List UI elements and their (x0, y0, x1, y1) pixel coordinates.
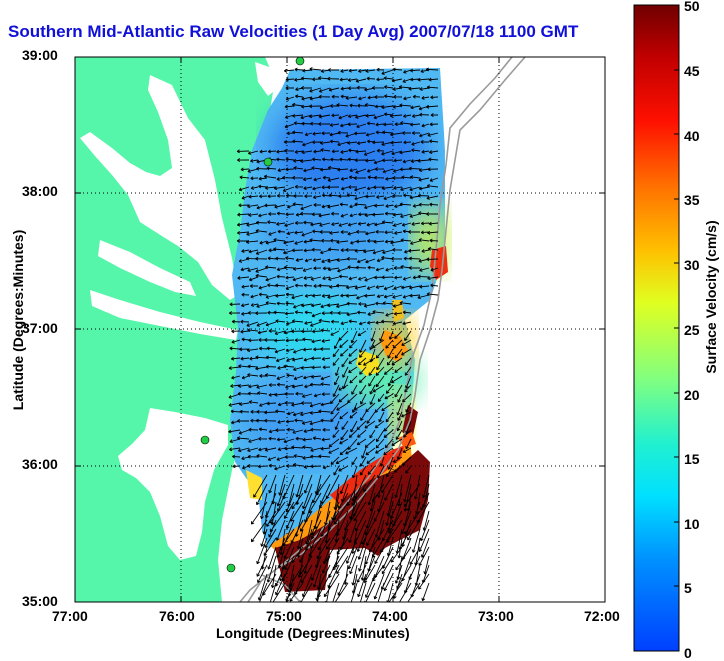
station-marker (200, 435, 210, 445)
bay-inlet (90, 290, 238, 340)
colorbar-tick: 25 (684, 322, 700, 338)
x-axis-label: Longitude (Degrees:Minutes) (216, 625, 410, 641)
colorbar-tick: 20 (684, 387, 700, 403)
x-tick-label: 77:00 (52, 608, 88, 624)
gridlines (75, 57, 605, 602)
radar-stations (200, 57, 305, 573)
chesapeake-bay (80, 75, 238, 300)
x-tick-label: 73:00 (478, 608, 514, 624)
colorbar-tick: 45 (684, 63, 700, 79)
station-marker (226, 563, 236, 573)
colorbar-tick: 40 (684, 128, 700, 144)
y-tick-label: 36:00 (22, 456, 58, 472)
colorbar-tick: 30 (684, 257, 700, 273)
colorbar-ticks (674, 69, 679, 587)
colorbar-tick: 5 (684, 580, 692, 596)
colorbar-tick: 50 (684, 0, 700, 14)
current-vectors (228, 67, 439, 602)
colorbar-tick: 10 (684, 516, 700, 532)
colorbar-tick: 35 (684, 192, 700, 208)
station-marker (263, 157, 273, 167)
x-tick-label: 74:00 (372, 608, 408, 624)
station-marker (295, 57, 305, 66)
y-tick-label: 35:00 (22, 593, 58, 609)
y-tick-label: 39:00 (22, 47, 58, 63)
bay-inlet (98, 240, 196, 296)
bathymetry-contours (239, 57, 526, 602)
y-tick-label: 38:00 (22, 183, 58, 199)
x-tick-label: 76:00 (159, 608, 195, 624)
x-tick-label: 72:00 (584, 608, 620, 624)
sound-water (118, 408, 228, 560)
y-tick-label: 37:00 (22, 320, 58, 336)
colorbar-tick: 15 (684, 451, 700, 467)
velocity-arrows (228, 67, 439, 602)
x-tick-label: 75:00 (266, 608, 302, 624)
map-title: Southern Mid-Atlantic Raw Velocities (1 … (8, 22, 579, 41)
colorbar-tick: 0 (684, 645, 692, 661)
axis-ticks (75, 57, 605, 602)
delaware-bay (255, 62, 278, 96)
colorbar (633, 4, 680, 652)
